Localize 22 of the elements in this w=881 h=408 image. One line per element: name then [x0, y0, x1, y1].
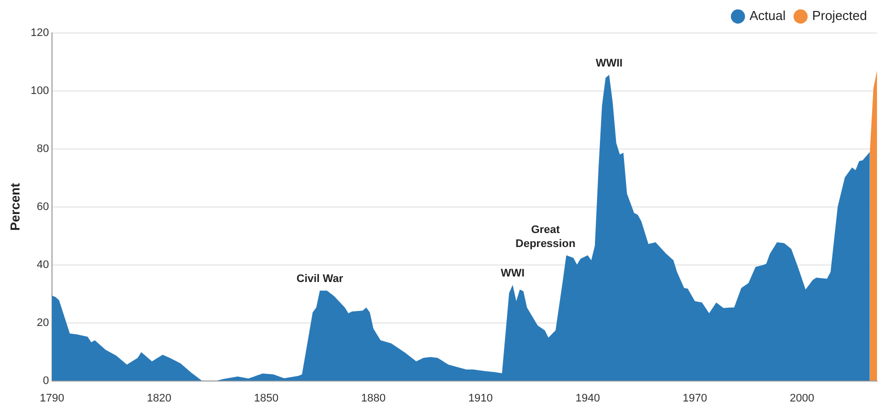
annotation: Civil War [296, 273, 344, 286]
y-tick-label: 120 [30, 27, 49, 40]
x-tick-label: 1970 [682, 392, 708, 404]
x-tick-label: 1880 [361, 392, 386, 404]
y-tick-label: 40 [36, 258, 49, 271]
y-tick-label: 100 [30, 85, 49, 97]
x-tick-label: 1850 [254, 392, 278, 404]
annotation: Great Depression [515, 224, 576, 250]
x-tick-label: 1940 [575, 392, 600, 404]
y-tick-label: 60 [36, 200, 49, 213]
x-tick-label: 1820 [146, 392, 172, 404]
legend-label: Actual [749, 8, 786, 24]
annotation: WWI [500, 267, 525, 280]
legend-label: Projected [812, 8, 867, 24]
x-tick-label: 2000 [790, 392, 814, 404]
x-tick-label: 1910 [468, 392, 493, 404]
y-tick-label: 0 [42, 374, 49, 387]
annotation: WWII [596, 57, 623, 70]
y-tick-label: 20 [36, 316, 49, 329]
x-tick-label: 1790 [40, 392, 64, 404]
y-axis-title: Percent [7, 182, 22, 231]
y-tick-label: 80 [36, 142, 49, 155]
